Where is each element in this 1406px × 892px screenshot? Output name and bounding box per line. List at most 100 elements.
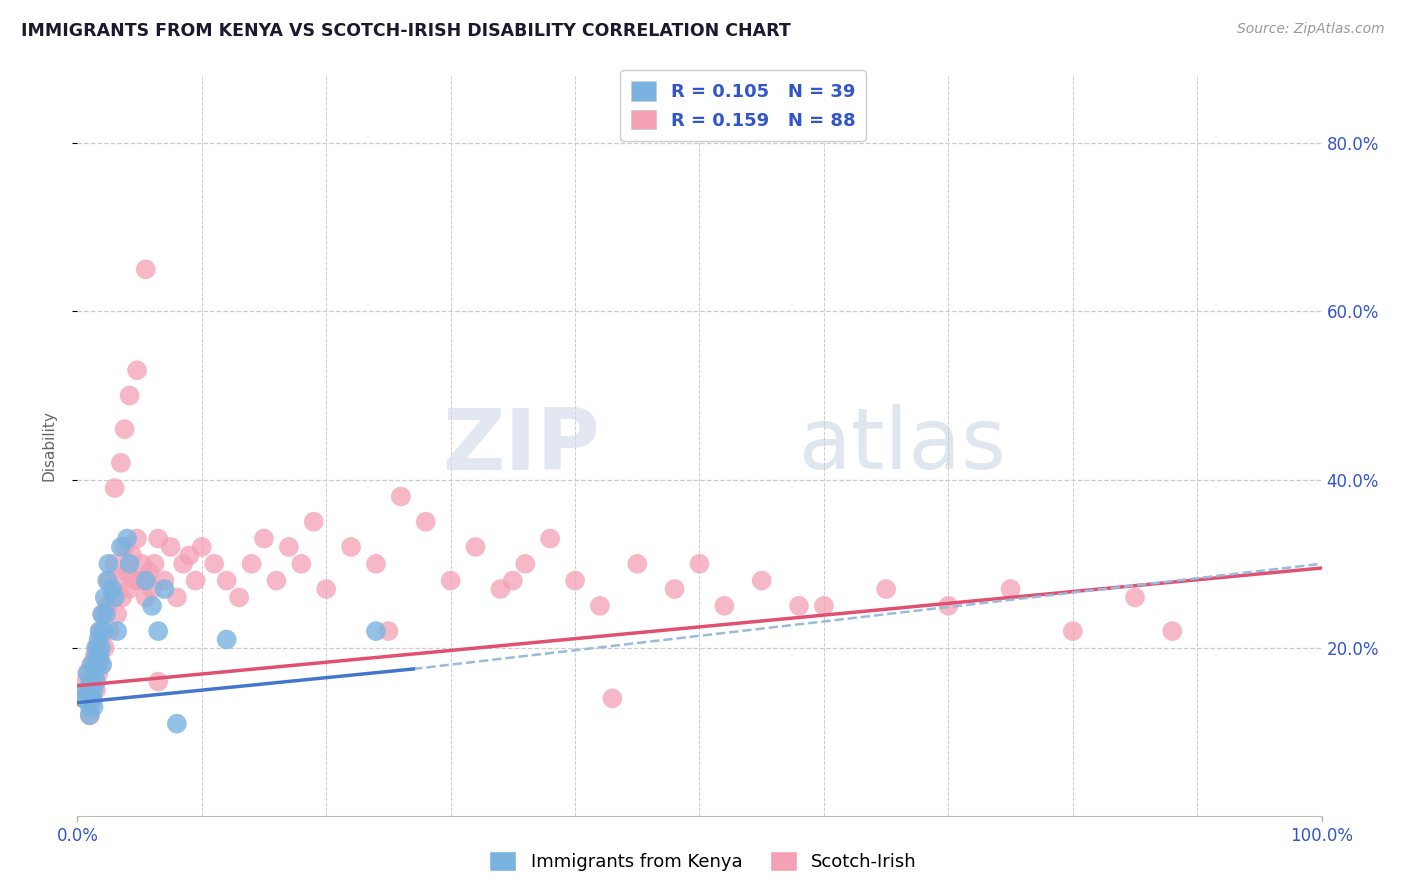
Point xyxy=(72,691,94,706)
Point xyxy=(502,574,524,588)
Point xyxy=(93,624,115,639)
Text: atlas: atlas xyxy=(799,404,1007,488)
Point xyxy=(84,683,107,698)
Point xyxy=(277,540,299,554)
Point xyxy=(91,607,114,622)
Point xyxy=(110,540,132,554)
Point xyxy=(389,490,412,504)
Point xyxy=(626,557,648,571)
Point xyxy=(240,557,263,571)
Point xyxy=(101,591,124,605)
Point xyxy=(104,591,127,605)
Point xyxy=(515,557,537,571)
Point xyxy=(713,599,735,613)
Point xyxy=(86,657,108,672)
Point xyxy=(1000,582,1022,596)
Point xyxy=(83,699,105,714)
Point xyxy=(184,574,207,588)
Point xyxy=(166,591,188,605)
Point xyxy=(115,532,138,546)
Point xyxy=(191,540,214,554)
Point xyxy=(464,540,486,554)
Point xyxy=(114,422,136,436)
Point xyxy=(131,557,153,571)
Point xyxy=(302,515,325,529)
Point xyxy=(751,574,773,588)
Point xyxy=(87,632,110,647)
Point xyxy=(80,657,103,672)
Point xyxy=(138,565,160,579)
Point xyxy=(94,607,117,622)
Point xyxy=(72,691,94,706)
Point xyxy=(108,574,131,588)
Point xyxy=(141,582,163,596)
Point xyxy=(111,591,134,605)
Point xyxy=(179,549,201,563)
Point xyxy=(89,624,111,639)
Point xyxy=(415,515,437,529)
Point xyxy=(98,624,121,639)
Point xyxy=(1062,624,1084,639)
Point xyxy=(148,674,170,689)
Point xyxy=(83,683,105,698)
Point xyxy=(228,591,250,605)
Point xyxy=(79,708,101,723)
Point xyxy=(813,599,835,613)
Point xyxy=(75,674,97,689)
Point xyxy=(82,691,104,706)
Point xyxy=(135,262,157,277)
Point xyxy=(105,624,128,639)
Point xyxy=(1123,591,1146,605)
Point xyxy=(101,582,124,596)
Point xyxy=(110,456,132,470)
Point xyxy=(76,683,98,698)
Point xyxy=(84,674,107,689)
Point xyxy=(90,657,112,672)
Point xyxy=(118,388,141,402)
Point xyxy=(377,624,399,639)
Point xyxy=(91,657,114,672)
Point xyxy=(80,674,103,689)
Point xyxy=(153,574,176,588)
Point xyxy=(83,666,105,681)
Point xyxy=(148,624,170,639)
Point xyxy=(124,574,146,588)
Point xyxy=(118,582,141,596)
Point xyxy=(602,691,624,706)
Point xyxy=(104,557,127,571)
Point xyxy=(93,640,115,655)
Point xyxy=(266,574,288,588)
Point xyxy=(90,640,112,655)
Point xyxy=(96,599,118,613)
Point xyxy=(114,540,136,554)
Legend: Immigrants from Kenya, Scotch-Irish: Immigrants from Kenya, Scotch-Irish xyxy=(482,844,924,879)
Text: IMMIGRANTS FROM KENYA VS SCOTCH-IRISH DISABILITY CORRELATION CHART: IMMIGRANTS FROM KENYA VS SCOTCH-IRISH DI… xyxy=(21,22,790,40)
Point xyxy=(875,582,897,596)
Point xyxy=(689,557,711,571)
Text: ZIP: ZIP xyxy=(443,404,600,488)
Point xyxy=(115,565,138,579)
Point xyxy=(84,640,107,655)
Point xyxy=(315,582,337,596)
Y-axis label: Disability: Disability xyxy=(42,410,56,482)
Point xyxy=(364,557,387,571)
Point xyxy=(1161,624,1184,639)
Point xyxy=(97,557,120,571)
Point xyxy=(97,574,120,588)
Legend: R = 0.105   N = 39, R = 0.159   N = 88: R = 0.105 N = 39, R = 0.159 N = 88 xyxy=(620,70,866,141)
Point xyxy=(125,363,148,377)
Point xyxy=(82,691,104,706)
Point xyxy=(787,599,810,613)
Point xyxy=(121,549,143,563)
Point xyxy=(538,532,561,546)
Point xyxy=(79,708,101,723)
Text: Source: ZipAtlas.com: Source: ZipAtlas.com xyxy=(1237,22,1385,37)
Point xyxy=(364,624,387,639)
Point xyxy=(215,574,238,588)
Point xyxy=(125,532,148,546)
Point xyxy=(253,532,276,546)
Point xyxy=(290,557,312,571)
Point xyxy=(135,574,157,588)
Point xyxy=(489,582,512,596)
Point xyxy=(84,649,107,664)
